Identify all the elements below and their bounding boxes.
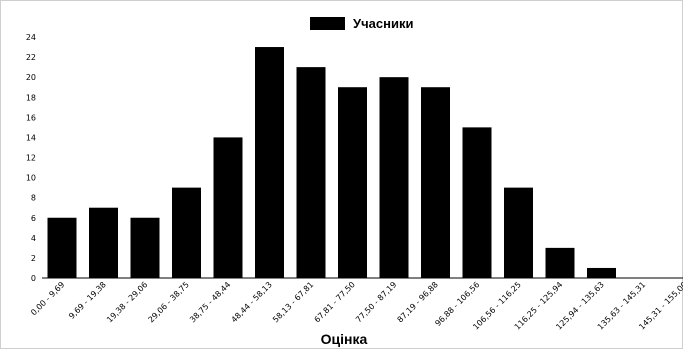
x-tick-label: 87,19 - 96,88 <box>396 280 440 324</box>
y-tick-label: 10 <box>26 174 36 183</box>
bar <box>255 47 284 278</box>
y-tick-label: 0 <box>31 274 36 283</box>
bar <box>296 67 326 278</box>
x-tick-label: 96,88 - 106,56 <box>433 280 481 328</box>
y-tick-label: 24 <box>26 33 36 42</box>
bar <box>545 247 575 278</box>
y-tick-label: 22 <box>26 53 36 62</box>
bars <box>47 47 616 279</box>
legend: Учасники <box>310 16 413 31</box>
x-tick-label: 77,50 - 87,19 <box>354 280 398 324</box>
bar <box>379 77 409 279</box>
x-tick-label: 67,81 - 77,50 <box>313 280 357 324</box>
x-tick-label: 48,44 - 58,13 <box>230 280 274 324</box>
x-tick-label: 9,69 - 19,38 <box>67 280 108 321</box>
bar <box>130 217 160 278</box>
y-tick-label: 8 <box>31 194 36 203</box>
bar <box>587 267 616 278</box>
y-tick-label: 4 <box>31 234 36 243</box>
bar <box>504 187 533 278</box>
y-tick-label: 14 <box>26 133 36 142</box>
bar <box>47 217 77 278</box>
x-tick-label: 0,00 - 9,69 <box>29 280 66 317</box>
bar <box>213 137 243 278</box>
x-tick-label: 19,38 - 29,06 <box>105 280 149 324</box>
bar <box>172 187 201 278</box>
x-tick-label: 58,13 - 67,81 <box>271 280 315 324</box>
bar <box>338 87 367 278</box>
y-tick-label: 20 <box>26 73 36 82</box>
bar <box>462 127 492 278</box>
y-tick-label: 16 <box>26 113 36 122</box>
y-tick-label: 6 <box>31 214 36 223</box>
legend-swatch <box>310 17 345 30</box>
x-axis-label: Оцінка <box>321 331 368 347</box>
y-tick-label: 2 <box>31 254 36 263</box>
y-tick-label: 12 <box>26 154 36 163</box>
legend-label: Учасники <box>353 16 413 31</box>
x-tick-label: 38,75 - 48,44 <box>188 280 232 324</box>
bar <box>421 87 450 278</box>
y-tick-label: 18 <box>26 93 36 102</box>
x-tick-label: 29,06 - 38,75 <box>147 280 191 324</box>
bar <box>89 207 118 278</box>
